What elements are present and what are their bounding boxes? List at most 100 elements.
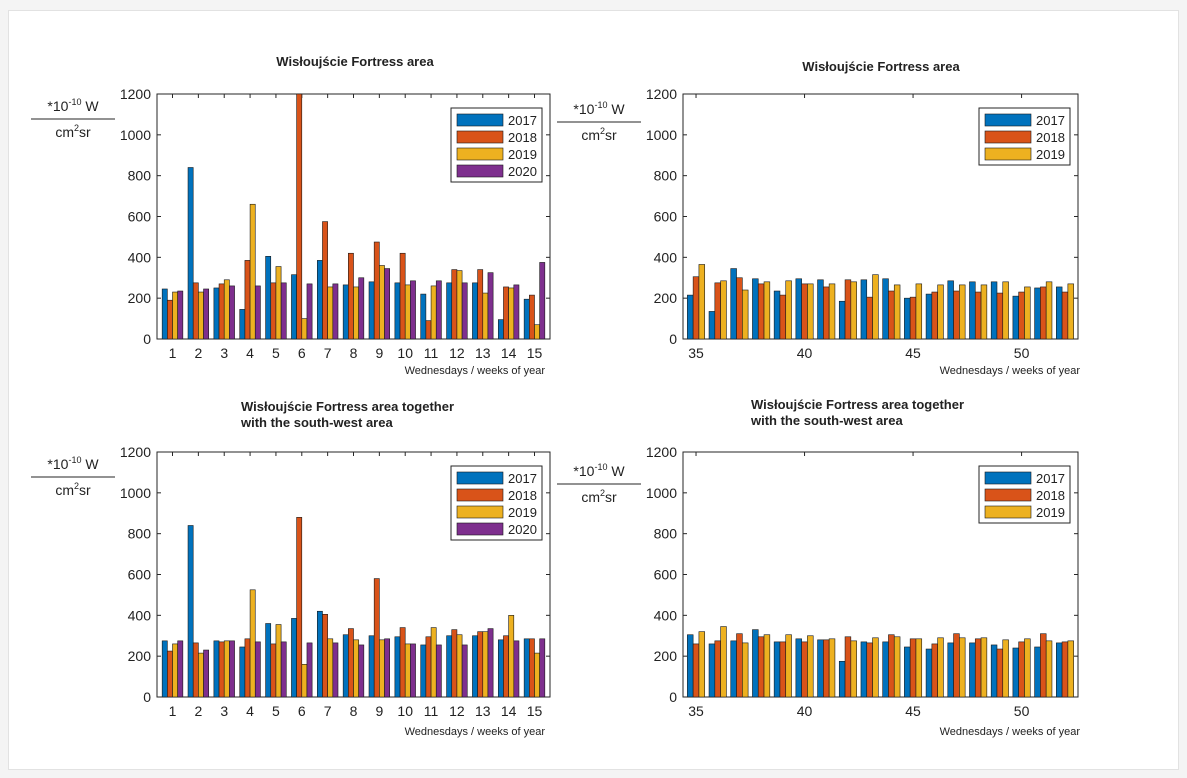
bar-2018-40 [801, 641, 808, 698]
bar-2019-48 [980, 637, 988, 698]
bar-2018-41 [823, 639, 830, 698]
bar-2018-45 [909, 638, 917, 698]
bar-2018-40 [801, 283, 808, 340]
x-tick-label: 6 [298, 345, 306, 361]
legend-swatch-2020 [456, 164, 504, 178]
x-tick-label: 40 [797, 703, 813, 719]
x-tick-label: 13 [475, 345, 491, 361]
bar-2020-8 [358, 277, 365, 340]
y-tick-label: 400 [654, 249, 678, 265]
bar-2019-5 [275, 624, 282, 698]
bar-2019-46 [937, 284, 944, 340]
bar-2019-41 [828, 283, 836, 340]
y-unit-den-suffix: sr [605, 127, 617, 143]
bar-2018-5 [270, 282, 277, 340]
x-tick-label: 15 [527, 703, 543, 719]
x-tick-label: 2 [194, 345, 202, 361]
bar-2020-7 [332, 283, 339, 340]
x-tick-label: 8 [350, 703, 358, 719]
bar-2018-7 [322, 221, 328, 340]
bar-2018-1 [167, 299, 173, 340]
legend-label-2019: 2019 [1036, 147, 1065, 162]
legend-swatch-2020 [456, 522, 504, 536]
bar-2017-49 [990, 281, 998, 340]
x-tick-label: 10 [397, 703, 413, 719]
bar-2018-15 [529, 294, 535, 340]
x-tick-label: 10 [397, 345, 413, 361]
x-tick-label: 13 [475, 703, 491, 719]
x-tick-label: 1 [169, 703, 177, 719]
y-tick-label: 800 [654, 526, 678, 542]
bar-2019-1 [172, 643, 178, 698]
bar-2017-49 [990, 644, 998, 698]
bar-2020-9 [384, 638, 390, 698]
y-tick-label: 400 [128, 607, 152, 623]
y-tick-label: 600 [654, 567, 678, 583]
bar-2020-5 [280, 641, 287, 698]
bar-2020-8 [358, 644, 365, 698]
bar-2019-15 [534, 652, 540, 698]
bar-2018-47 [953, 633, 960, 698]
x-tick-label: 12 [449, 345, 465, 361]
bar-2019-44 [893, 284, 901, 340]
bar-2020-6 [306, 642, 313, 698]
legend-swatch-2019 [984, 505, 1032, 519]
bar-2018-45 [909, 296, 917, 340]
bar-2018-8 [348, 252, 354, 340]
bar-2020-15 [539, 262, 546, 340]
legend-swatch-2018 [456, 130, 504, 144]
bar-2017-36 [708, 311, 716, 340]
y-unit-den-exp: 2 [600, 488, 605, 498]
bar-2020-3 [229, 285, 235, 340]
x-tick-label: 3 [220, 703, 228, 719]
bar-2019-35 [698, 631, 706, 698]
bar-2017-4 [239, 309, 246, 340]
bar-2017-39 [773, 290, 781, 340]
legend-label-2018: 2018 [1036, 488, 1065, 503]
bar-2017-14 [497, 319, 504, 340]
bar-2017-7 [316, 260, 323, 340]
y-tick-label: 0 [143, 689, 151, 705]
chart-1: Wisłoujście Fortress area 0 200 400 600 800 10… [31, 54, 551, 377]
y-unit-exponent: -10 [594, 462, 607, 472]
bar-2017-44 [882, 278, 889, 340]
chart-title-line: Wisłoujście Fortress area [802, 59, 960, 74]
bar-2019-36 [720, 280, 727, 340]
chart-title: Wisłoujście Fortress area [802, 59, 960, 74]
y-tick-label: 1000 [120, 485, 151, 501]
bar-2018-38 [757, 283, 765, 340]
bar-2017-15 [523, 298, 530, 340]
bar-2017-44 [882, 641, 889, 698]
y-unit-den-main: cm [581, 489, 600, 505]
bar-2020-3 [229, 640, 235, 698]
chart-title-line: with the south-west area [240, 415, 393, 430]
bar-2017-6 [291, 274, 297, 340]
bar-2018-44 [888, 290, 895, 340]
bar-2018-13 [477, 269, 484, 340]
bar-2017-39 [773, 641, 781, 698]
bar-2017-43 [860, 641, 868, 698]
bar-2017-41 [817, 279, 824, 340]
legend-swatch-2019 [984, 147, 1032, 161]
x-tick-label: 35 [688, 345, 704, 361]
bar-2019-5 [275, 266, 282, 340]
bar-2019-37 [742, 642, 749, 698]
bar-2019-35 [698, 264, 706, 340]
y-unit-den-exp: 2 [74, 481, 79, 491]
bar-2017-50 [1012, 295, 1019, 340]
legend-label-2017: 2017 [508, 113, 537, 128]
bar-2019-11 [430, 285, 437, 340]
y-unit-suffix: W [607, 101, 625, 117]
x-tick-label: 9 [375, 703, 383, 719]
y-unit-prefix: *10 [573, 101, 594, 117]
y-tick-label: 1000 [646, 127, 677, 143]
bar-2019-50 [1024, 638, 1031, 698]
bar-2017-7 [316, 610, 323, 698]
y-tick-label: 1200 [646, 86, 677, 102]
bar-2017-52 [1056, 286, 1063, 340]
bar-2019-45 [915, 283, 923, 340]
bar-2018-46 [931, 643, 938, 698]
bar-2020-13 [487, 272, 494, 340]
bar-2019-52 [1067, 640, 1074, 698]
chart-title: Wisłoujście Fortress area together with t… [750, 397, 964, 428]
